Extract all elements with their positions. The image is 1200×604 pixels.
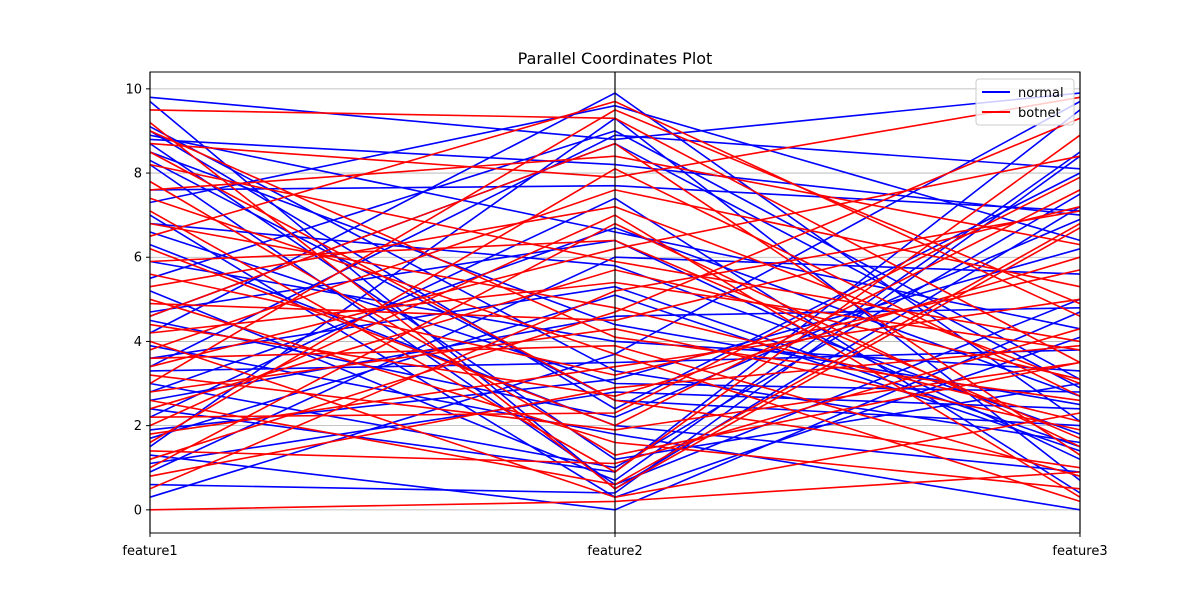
- x-tick-label: feature3: [1052, 544, 1107, 559]
- y-tick-label: 8: [134, 167, 142, 182]
- legend: normal botnet: [975, 78, 1075, 126]
- legend-box: [975, 78, 1075, 126]
- legend-label-normal: normal: [1018, 86, 1064, 101]
- y-tick-label: 10: [125, 82, 142, 97]
- legend-label-botnet: botnet: [1018, 106, 1061, 121]
- x-tick-label: feature1: [122, 544, 177, 559]
- y-ticks: 0 2 4 6 8 10: [125, 82, 150, 518]
- chart-title: Parallel Coordinates Plot: [518, 49, 713, 68]
- y-tick-label: 0: [134, 503, 142, 518]
- y-tick-label: 6: [134, 251, 142, 266]
- x-tick-labels: feature1 feature2 feature3: [122, 533, 1108, 559]
- x-tick-label: feature2: [587, 544, 642, 559]
- y-tick-label: 2: [134, 419, 142, 434]
- y-tick-label: 4: [134, 335, 142, 350]
